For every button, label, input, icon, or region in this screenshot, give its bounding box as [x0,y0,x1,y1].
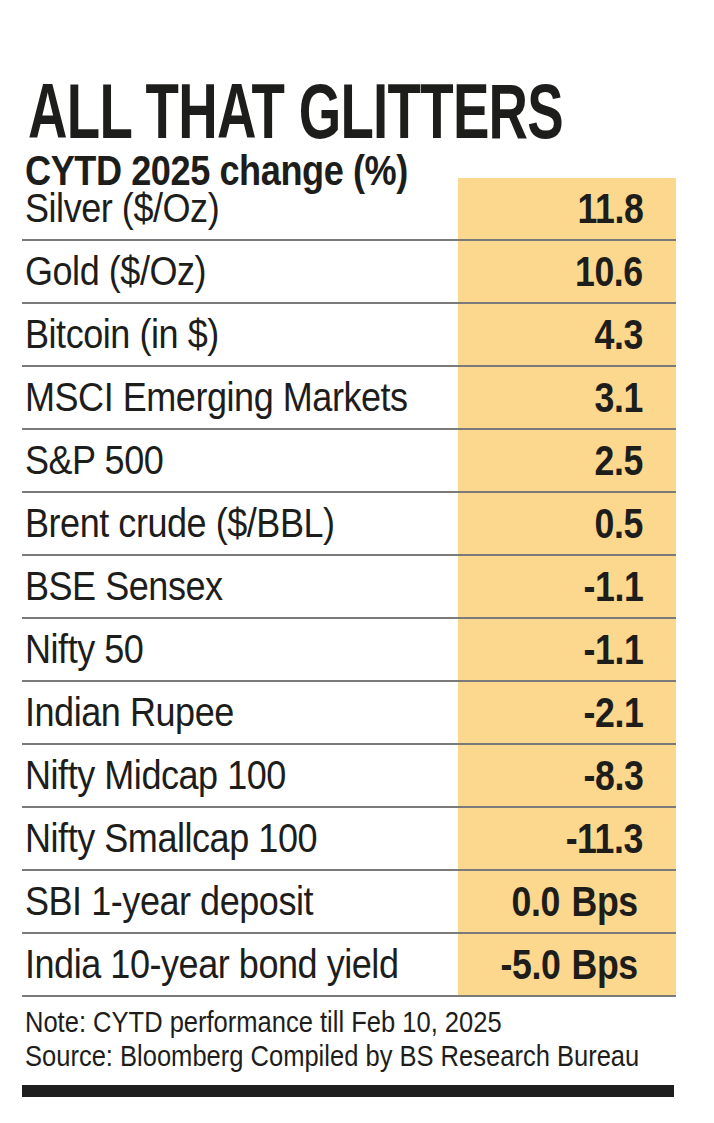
change-value: -2.1 [583,689,643,737]
table-row: Nifty Midcap 100 -8.3 [22,745,676,808]
table-row: MSCI Emerging Markets 3.1 [22,367,676,430]
row-value-cell: 11.8 [458,178,676,239]
row-value-cell: -2.1 [458,682,676,743]
table-row: BSE Sensex -1.1 [22,556,676,619]
change-value: 0.5 [595,500,643,548]
row-value-cell: -1.1 [458,619,676,680]
row-label-cell: Silver ($/Oz) [22,186,458,231]
change-value: 0.0 [512,878,560,926]
row-value-cell: 0.5 [458,493,676,554]
footnotes: Note: CYTD performance till Feb 10, 2025… [25,1005,714,1073]
change-value: -1.1 [583,563,643,611]
table-row: India 10-year bond yield -5.0Bps [22,934,676,997]
asset-label: Nifty 50 [25,627,143,672]
value-unit: Bps [572,878,637,926]
asset-label: Indian Rupee [25,690,234,735]
row-label-cell: Nifty 50 [22,627,458,672]
page-title-text: ALL THAT GLITTERS [28,70,563,152]
asset-label: BSE Sensex [25,564,223,609]
table-row: Silver ($/Oz) 11.8 [22,178,676,241]
asset-label: Bitcoin (in $) [25,312,219,357]
table-row: S&P 500 2.5 [22,430,676,493]
asset-label: Nifty Midcap 100 [25,753,286,798]
table-row: Nifty 50 -1.1 [22,619,676,682]
row-label-cell: Indian Rupee [22,690,458,735]
asset-label: Brent crude ($/BBL) [25,501,335,546]
asset-label: Gold ($/Oz) [25,249,206,294]
row-value-cell: 2.5 [458,430,676,491]
row-label-cell: Nifty Midcap 100 [22,753,458,798]
asset-label: Nifty Smallcap 100 [25,816,317,861]
row-label-cell: SBI 1-year deposit [22,879,458,924]
value-unit: Bps [572,941,637,989]
table-row: SBI 1-year deposit 0.0Bps [22,871,676,934]
change-value: -8.3 [583,752,643,800]
table-row: Nifty Smallcap 100 -11.3 [22,808,676,871]
row-value-cell: 10.6 [458,241,676,302]
row-value-cell: 4.3 [458,304,676,365]
asset-label: India 10-year bond yield [25,942,398,987]
row-value-cell: -1.1 [458,556,676,617]
change-value: -11.3 [566,815,643,863]
change-value: 3.1 [595,374,643,422]
page-title: ALL THAT GLITTERS [28,70,714,152]
source-text: Source: Bloomberg Compiled by BS Researc… [25,1039,639,1073]
bottom-rule-bar [22,1085,674,1097]
change-value: 11.8 [577,185,643,233]
source-line: Source: Bloomberg Compiled by BS Researc… [25,1039,714,1073]
row-value-cell: 3.1 [458,367,676,428]
note-text: Note: CYTD performance till Feb 10, 2025 [25,1005,502,1039]
row-label-cell: India 10-year bond yield [22,942,458,987]
change-value: 2.5 [595,437,643,485]
row-label-cell: S&P 500 [22,438,458,483]
row-label-cell: Gold ($/Oz) [22,249,458,294]
table-row: Indian Rupee -2.1 [22,682,676,745]
note-line: Note: CYTD performance till Feb 10, 2025 [25,1005,714,1039]
table-row: Bitcoin (in $) 4.3 [22,304,676,367]
row-value-cell: 0.0Bps [458,871,676,932]
row-label-cell: Brent crude ($/BBL) [22,501,458,546]
table-row: Brent crude ($/BBL) 0.5 [22,493,676,556]
row-value-cell: -5.0Bps [458,934,676,995]
row-value-cell: -8.3 [458,745,676,806]
row-label-cell: Bitcoin (in $) [22,312,458,357]
table-row: Gold ($/Oz) 10.6 [22,241,676,304]
row-value-cell: -11.3 [458,808,676,869]
change-value: -1.1 [583,626,643,674]
asset-label: MSCI Emerging Markets [25,375,408,420]
row-label-cell: BSE Sensex [22,564,458,609]
change-value: 10.6 [575,248,643,296]
row-label-cell: MSCI Emerging Markets [22,375,458,420]
asset-label: S&P 500 [25,438,163,483]
change-value: -5.0 [500,941,560,989]
asset-label: Silver ($/Oz) [25,186,219,231]
change-value: 4.3 [595,311,643,359]
asset-label: SBI 1-year deposit [25,879,313,924]
infographic-card: ALL THAT GLITTERS CYTD 2025 change (%) S… [0,0,714,1123]
performance-table: Silver ($/Oz) 11.8 Gold ($/Oz) 10.6 Bitc… [22,178,676,997]
row-label-cell: Nifty Smallcap 100 [22,816,458,861]
